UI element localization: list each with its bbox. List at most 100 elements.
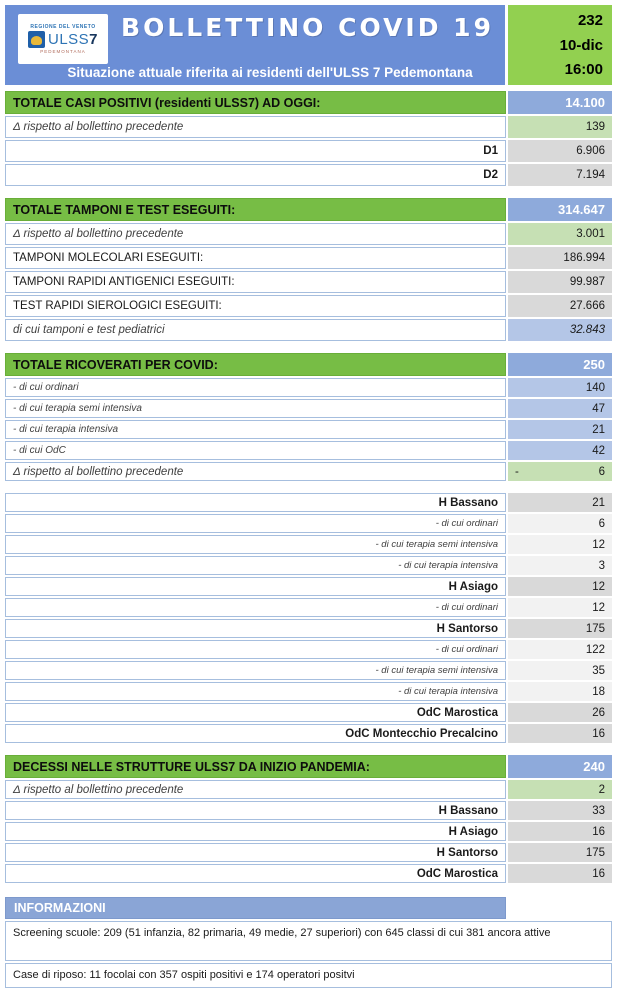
- bulletin-time: 16:00: [564, 60, 603, 78]
- row-label: H Santorso: [5, 619, 506, 638]
- table-row: H Bassano 33: [5, 801, 612, 820]
- section-decessi: DECESSI NELLE STRUTTURE ULSS7 DA INIZIO …: [5, 755, 612, 883]
- row-value: 6: [508, 514, 612, 533]
- table-row: Δ rispetto al bollettino precedente 3.00…: [5, 223, 612, 245]
- row-label: - di cui ordinari: [5, 378, 506, 397]
- row-label: - di cui terapia intensiva: [5, 556, 506, 575]
- hospital-row: H Santorso 175: [5, 619, 612, 638]
- row-label: H Bassano: [5, 801, 506, 820]
- header: REGIONE DEL VENETO ULSS7 PEDEMONTANA BOL…: [5, 5, 612, 85]
- row-label: - di cui terapia semi intensiva: [5, 399, 506, 418]
- row-value: 35: [508, 661, 612, 680]
- row-label: Δ rispetto al bollettino precedente: [5, 116, 506, 138]
- table-row: D1 6.906: [5, 140, 612, 162]
- hospital-sub-row: - di cui terapia intensiva 3: [5, 556, 612, 575]
- row-value: 99.987: [508, 271, 612, 293]
- info-line: Case di riposo: 11 focolai con 357 ospit…: [5, 963, 612, 989]
- page-title: BOLLETTINO COVID 19: [121, 13, 494, 42]
- row-label: - di cui terapia intensiva: [5, 420, 506, 439]
- row-value: 16: [508, 822, 612, 841]
- row-value: 16: [508, 724, 612, 743]
- section-title: DECESSI NELLE STRUTTURE ULSS7 DA INIZIO …: [5, 755, 506, 778]
- row-value: 6.906: [508, 140, 612, 162]
- row-value: 12: [508, 577, 612, 596]
- ulss7-logo: REGIONE DEL VENETO ULSS7 PEDEMONTANA: [18, 14, 108, 64]
- row-value: 21: [508, 493, 612, 512]
- section-casi-positivi: TOTALE CASI POSITIVI (residenti ULSS7) A…: [5, 91, 612, 186]
- row-label: - di cui ordinari: [5, 598, 506, 617]
- row-value: 47: [508, 399, 612, 418]
- table-row: TAMPONI RAPIDI ANTIGENICI ESEGUITI: 99.9…: [5, 271, 612, 293]
- row-label: Δ rispetto al bollettino precedente: [5, 223, 506, 245]
- table-row: Δ rispetto al bollettino precedente 139: [5, 116, 612, 138]
- info-line: Screening scuole: 209 (51 infanzia, 82 p…: [5, 921, 612, 961]
- logo-ulss-text: ULSS7: [48, 31, 98, 48]
- row-label: Δ rispetto al bollettino precedente: [5, 780, 506, 799]
- table-row: - di cui ordinari 140: [5, 378, 612, 397]
- table-row: H Santorso 175: [5, 843, 612, 862]
- section-header-row: TOTALE CASI POSITIVI (residenti ULSS7) A…: [5, 91, 612, 114]
- section-title: TOTALE TAMPONI E TEST ESEGUITI:: [5, 198, 506, 221]
- row-value: 12: [508, 598, 612, 617]
- row-value: 42: [508, 441, 612, 460]
- row-label: - di cui terapia semi intensiva: [5, 661, 506, 680]
- hospital-row: H Bassano 21: [5, 493, 612, 512]
- row-value: 139: [508, 116, 612, 138]
- section-title: TOTALE RICOVERATI PER COVID:: [5, 353, 506, 376]
- row-value: 21: [508, 420, 612, 439]
- section-ricoverati-per-struttura: H Bassano 21 - di cui ordinari 6 - di cu…: [5, 493, 612, 743]
- logo-ulss-number: 7: [89, 31, 99, 48]
- row-value: 175: [508, 619, 612, 638]
- section-informazioni: INFORMAZIONI Screening scuole: 209 (51 i…: [5, 897, 612, 989]
- section-title: TOTALE CASI POSITIVI (residenti ULSS7) A…: [5, 91, 506, 114]
- section-ricoverati: TOTALE RICOVERATI PER COVID: 250 - di cu…: [5, 353, 612, 481]
- table-row: - di cui terapia intensiva 21: [5, 420, 612, 439]
- section-header-row: DECESSI NELLE STRUTTURE ULSS7 DA INIZIO …: [5, 755, 612, 778]
- row-label: TEST RAPIDI SIEROLOGICI ESEGUITI:: [5, 295, 506, 317]
- row-label: H Asiago: [5, 822, 506, 841]
- table-row: H Asiago 16: [5, 822, 612, 841]
- row-value: 140: [508, 378, 612, 397]
- row-label: TAMPONI MOLECOLARI ESEGUITI:: [5, 247, 506, 269]
- row-label: - di cui ordinari: [5, 640, 506, 659]
- table-row: D2 7.194: [5, 164, 612, 186]
- hospital-row: H Asiago 12: [5, 577, 612, 596]
- table-row: OdC Marostica 16: [5, 864, 612, 883]
- row-label: - di cui ordinari: [5, 514, 506, 533]
- bulletin-date: 10-dic: [559, 36, 603, 54]
- delta-row: Δ rispetto al bollettino precedente 2: [5, 780, 612, 799]
- row-label: H Santorso: [5, 843, 506, 862]
- row-label: - di cui OdC: [5, 441, 506, 460]
- section-header-row: TOTALE RICOVERATI PER COVID: 250: [5, 353, 612, 376]
- info-header-row: INFORMAZIONI: [5, 897, 612, 919]
- row-label: TAMPONI RAPIDI ANTIGENICI ESEGUITI:: [5, 271, 506, 293]
- row-label: OdC Marostica: [5, 703, 506, 722]
- hospital-sub-row: - di cui ordinari 6: [5, 514, 612, 533]
- hospital-sub-row: - di cui ordinari 12: [5, 598, 612, 617]
- page-subtitle: Situazione attuale riferita ai residenti…: [67, 65, 473, 80]
- row-value: 27.666: [508, 295, 612, 317]
- row-label: - di cui terapia semi intensiva: [5, 535, 506, 554]
- row-value: 2: [508, 780, 612, 799]
- logo-row: ULSS7: [27, 31, 98, 48]
- row-label: H Bassano: [5, 493, 506, 512]
- bulletin-number: 232: [577, 12, 603, 30]
- row-label: H Asiago: [5, 577, 506, 596]
- section-tamponi: TOTALE TAMPONI E TEST ESEGUITI: 314.647 …: [5, 198, 612, 341]
- delta-sign: -: [515, 465, 519, 478]
- hospital-row: OdC Marostica 26: [5, 703, 612, 722]
- delta-value: 6: [598, 465, 605, 478]
- row-value: 26: [508, 703, 612, 722]
- row-label: D1: [5, 140, 506, 162]
- row-value: 186.994: [508, 247, 612, 269]
- row-label: OdC Marostica: [5, 864, 506, 883]
- row-value: 3: [508, 556, 612, 575]
- row-label: D2: [5, 164, 506, 186]
- section-total: 14.100: [508, 91, 612, 114]
- table-row: di cui tamponi e test pediatrici 32.843: [5, 319, 612, 341]
- table-row: - di cui terapia semi intensiva 47: [5, 399, 612, 418]
- section-header-row: TOTALE TAMPONI E TEST ESEGUITI: 314.647: [5, 198, 612, 221]
- row-label: OdC Montecchio Precalcino: [5, 724, 506, 743]
- row-value: 175: [508, 843, 612, 862]
- row-value: 7.194: [508, 164, 612, 186]
